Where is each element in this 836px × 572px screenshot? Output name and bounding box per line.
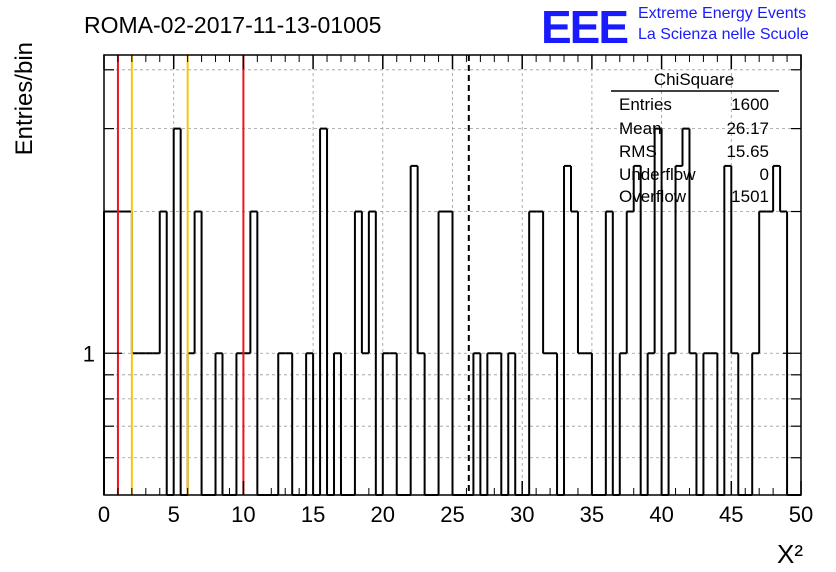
eee-logo-text: EEE [541, 1, 627, 53]
axis-ticks: 0 5 10 15 20 25 30 35 40 45 50 1 [83, 55, 813, 527]
stats-value-mean: 26.17 [726, 119, 769, 138]
stats-value-entries: 1600 [731, 95, 769, 114]
x-tick-label: 10 [231, 502, 255, 527]
x-tick-label: 20 [371, 502, 395, 527]
x-tick-label: 40 [649, 502, 673, 527]
x-tick-label: 45 [719, 502, 743, 527]
x-tick-label: 25 [440, 502, 464, 527]
histogram-bars [103, 127, 801, 496]
x-tick-label: 30 [510, 502, 534, 527]
stats-label-entries: Entries [619, 95, 672, 114]
stats-label-mean: Mean [619, 119, 662, 138]
x-tick-label: 0 [98, 502, 110, 527]
stats-label-rms: RMS [619, 142, 657, 161]
stats-box: ChiSquare Entries 1600 Mean 26.17 RMS 15… [611, 70, 779, 206]
brand-line-2: La Scienza nelle Scuole [638, 26, 809, 43]
marker-lines [116, 55, 470, 495]
y-tick-label: 1 [83, 341, 95, 366]
stats-value-overflow: 1501 [731, 187, 769, 206]
stats-value-underflow: 0 [760, 165, 769, 184]
brand-line-1: Extreme Energy Events [638, 5, 806, 22]
stats-label-underflow: Underflow [619, 165, 696, 184]
x-axis-label: X² [777, 539, 803, 569]
y-axis-label: Entries/bin [11, 42, 38, 155]
chart-title: ROMA-02-2017-11-13-01005 [84, 12, 381, 38]
stats-label-overflow: Overflow [619, 187, 687, 206]
stats-value-rms: 15.65 [726, 142, 769, 161]
stats-title: ChiSquare [654, 70, 734, 89]
x-tick-label: 15 [301, 502, 325, 527]
x-tick-label: 35 [580, 502, 604, 527]
eee-logo: EEE Extreme Energy Events La Scienza nel… [541, 1, 809, 53]
x-tick-label: 50 [789, 502, 813, 527]
x-tick-label: 5 [168, 502, 180, 527]
